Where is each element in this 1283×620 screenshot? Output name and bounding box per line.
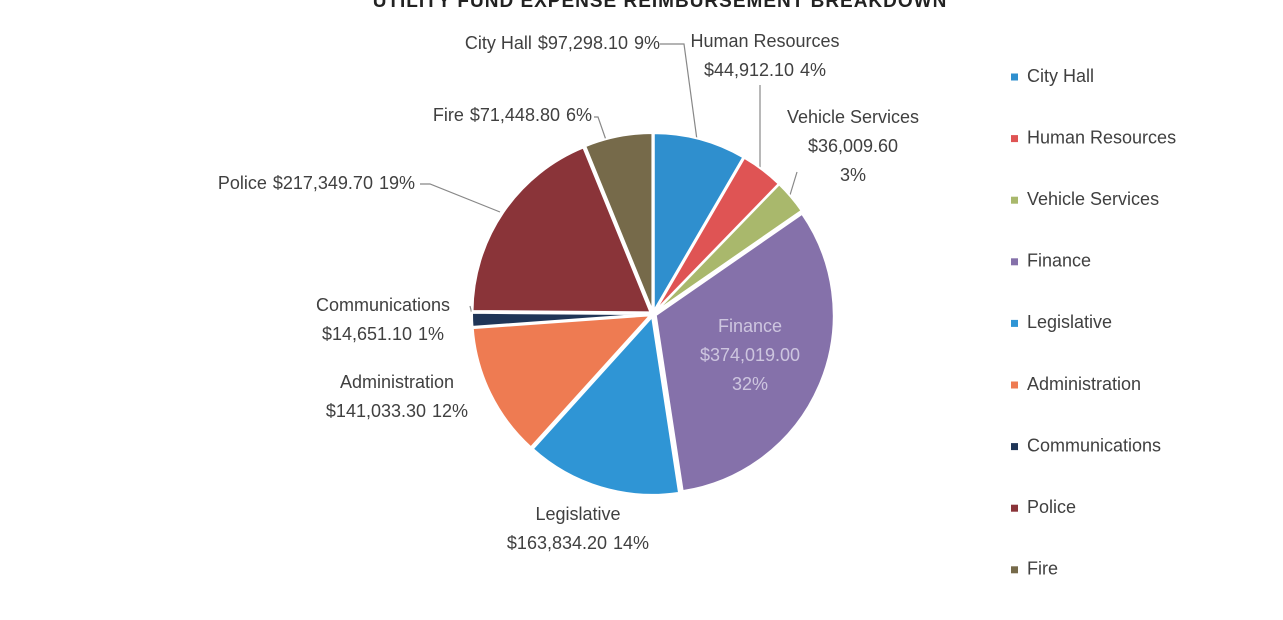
label-percent: 6% [566,105,592,125]
data-label: 32% [732,374,768,394]
legend-label: Police [1027,497,1076,517]
label-percent: 32% [732,374,768,394]
label-name: Communications [316,295,450,315]
legend-swatch [1011,504,1018,512]
data-label: Human Resources [690,31,839,51]
pie-slice [471,146,653,314]
label-name: Administration [340,372,454,392]
data-label: Communications [316,295,450,315]
legend-label: Legislative [1027,312,1112,332]
label-value: $97,298.10 [538,33,628,53]
label-name: Legislative [535,504,620,524]
chart-title: UTILITY FUND EXPENSE REIMBURSEMENT BREAK… [373,0,948,12]
label-percent: 9% [634,33,660,53]
label-percent: 14% [613,533,649,553]
legend-swatch [1011,258,1018,266]
label-value: $163,834.20 [507,533,607,553]
label-value: $36,009.60 [808,136,898,156]
pie-slice [471,311,651,328]
legend-label: City Hall [1027,66,1094,86]
label-name: Finance [718,316,782,336]
data-label: $44,912.10 4% [704,60,826,80]
label-percent: 3% [840,165,866,185]
legend-swatch [1011,319,1018,327]
legend-label: Finance [1027,251,1091,271]
legend-swatch [1011,381,1018,389]
label-percent: 1% [418,324,444,344]
legend-swatch [1011,196,1018,204]
data-label: Administration [340,372,454,392]
label-name: Human Resources [690,31,839,51]
data-label: $141,033.30 12% [326,401,468,421]
legend-swatch [1011,566,1018,574]
legend-label: Fire [1027,559,1058,579]
pie-slice [531,314,681,496]
data-label: $163,834.20 14% [507,533,649,553]
label-value: $217,349.70 [273,173,373,193]
pie-slice [471,314,653,449]
legend-swatch [1011,135,1018,143]
label-percent: 4% [800,60,826,80]
data-label: Police $217,349.70 19% [218,173,415,193]
label-percent: 12% [432,401,468,421]
data-label: Vehicle Services [787,107,919,127]
data-label: 3% [840,165,866,185]
data-label: City Hall $97,298.10 9% [465,33,660,53]
leader-line [420,183,501,213]
pie-slice [583,132,654,312]
label-value: $374,019.00 [700,345,800,365]
legend-label: Administration [1027,374,1141,394]
leader-line [594,116,607,141]
data-label: Legislative [535,504,620,524]
label-name: Vehicle Services [787,107,919,127]
leader-line [660,43,698,141]
data-label: $36,009.60 [808,136,898,156]
legend-label: Human Resources [1027,127,1176,147]
pie-slice [654,212,835,493]
label-name: City Hall [465,33,532,53]
leader-line [789,171,798,196]
data-label: Fire $71,448.80 6% [433,105,592,125]
label-name: Fire [433,105,464,125]
pie-slice [654,182,803,313]
data-label: $374,019.00 [700,345,800,365]
label-percent: 19% [379,173,415,193]
data-label: Finance [718,316,782,336]
data-label: $14,651.10 1% [322,324,444,344]
label-name: Police [218,173,267,193]
label-value: $141,033.30 [326,401,426,421]
label-value: $44,912.10 [704,60,794,80]
legend-swatch [1011,443,1018,451]
pie-slice [652,132,745,315]
label-value: $71,448.80 [470,105,560,125]
legend-label: Vehicle Services [1027,189,1159,209]
legend-swatch [1011,73,1018,81]
legend-label: Communications [1027,435,1161,455]
label-value: $14,651.10 [322,324,412,344]
